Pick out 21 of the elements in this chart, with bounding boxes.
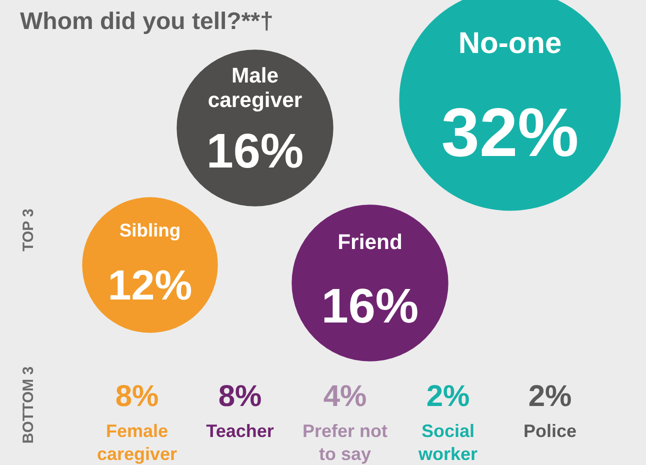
data-label: 2% [426, 380, 470, 413]
data-label: 16% [321, 280, 419, 334]
category-label: Social worker [417, 421, 478, 464]
category-label: Male caregiver [208, 64, 302, 112]
category-label: Friend [338, 231, 402, 254]
data-label: 16% [206, 124, 304, 179]
data-label: 2% [528, 380, 572, 413]
data-label: 4% [323, 380, 367, 413]
category-label: Police [523, 421, 577, 441]
text: BOTTOM 3 [20, 366, 37, 444]
category-label: Female caregiver [96, 421, 178, 464]
data-label: 8% [115, 380, 159, 413]
text: TOP 3 [20, 208, 37, 252]
category-label: No-one [458, 26, 562, 60]
data-label: 12% [108, 261, 192, 308]
text: Whom did you tell?**† [20, 8, 274, 35]
data-label: 8% [218, 380, 262, 413]
data-label: 32% [441, 94, 579, 171]
category-label: Teacher [206, 421, 274, 441]
category-label: Prefer not to say [302, 421, 388, 464]
category-label: Sibling [119, 220, 181, 241]
